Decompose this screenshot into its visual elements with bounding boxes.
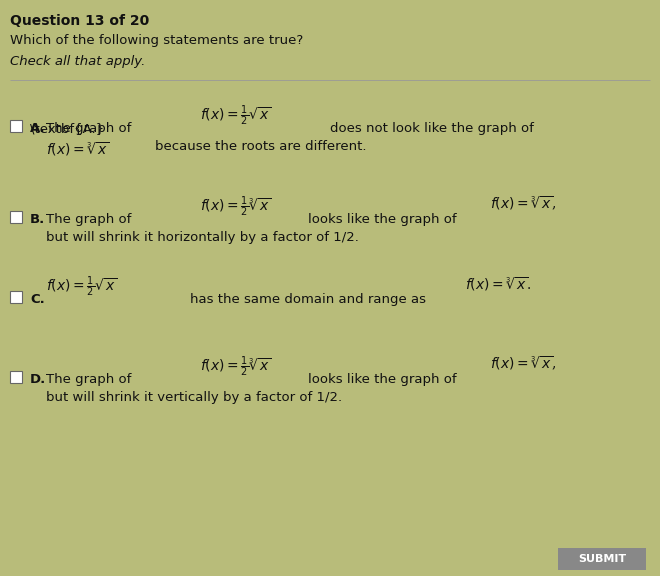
Text: The graph of: The graph of bbox=[46, 213, 131, 226]
FancyBboxPatch shape bbox=[558, 548, 646, 570]
FancyBboxPatch shape bbox=[10, 120, 22, 132]
FancyBboxPatch shape bbox=[10, 211, 22, 223]
Text: $f(x)=\sqrt[3]{x}$.: $f(x)=\sqrt[3]{x}$. bbox=[465, 275, 531, 293]
Text: D.: D. bbox=[30, 373, 46, 386]
Text: C.: C. bbox=[30, 293, 45, 306]
Text: because the roots are different.: because the roots are different. bbox=[155, 140, 366, 153]
Text: B.: B. bbox=[30, 213, 46, 226]
Text: SUBMIT: SUBMIT bbox=[578, 554, 626, 564]
Text: The graph of: The graph of bbox=[46, 373, 131, 386]
Text: Check all that apply.: Check all that apply. bbox=[10, 55, 145, 68]
Text: $f(x)=\frac{1}{2}\sqrt[3]{x}$: $f(x)=\frac{1}{2}\sqrt[3]{x}$ bbox=[200, 195, 271, 219]
Text: A.: A. bbox=[30, 122, 46, 135]
FancyBboxPatch shape bbox=[10, 371, 22, 383]
Text: The graph of: The graph of bbox=[46, 122, 131, 135]
Text: $f(x)=\frac{1}{2}\sqrt{x}$: $f(x)=\frac{1}{2}\sqrt{x}$ bbox=[200, 104, 271, 128]
FancyBboxPatch shape bbox=[10, 291, 22, 303]
Text: \textbf{A.}: \textbf{A.} bbox=[30, 122, 104, 135]
Text: looks like the graph of: looks like the graph of bbox=[308, 373, 457, 386]
Text: $f(x)=\sqrt[3]{x}$: $f(x)=\sqrt[3]{x}$ bbox=[46, 140, 110, 158]
Text: $f(x)=\sqrt[3]{x}$,: $f(x)=\sqrt[3]{x}$, bbox=[490, 355, 556, 373]
Text: $f(x)=\frac{1}{2}\sqrt{x}$: $f(x)=\frac{1}{2}\sqrt{x}$ bbox=[46, 275, 117, 300]
Text: $f(x)=\frac{1}{2}\sqrt[3]{x}$: $f(x)=\frac{1}{2}\sqrt[3]{x}$ bbox=[200, 355, 271, 380]
Text: looks like the graph of: looks like the graph of bbox=[308, 213, 457, 226]
Text: does not look like the graph of: does not look like the graph of bbox=[330, 122, 534, 135]
Text: has the same domain and range as: has the same domain and range as bbox=[190, 293, 426, 306]
Text: $f(x)=\sqrt[3]{x}$,: $f(x)=\sqrt[3]{x}$, bbox=[490, 195, 556, 213]
Text: but will shrink it horizontally by a factor of 1/2.: but will shrink it horizontally by a fac… bbox=[46, 231, 359, 244]
Text: Which of the following statements are true?: Which of the following statements are tr… bbox=[10, 34, 303, 47]
Text: Question 13 of 20: Question 13 of 20 bbox=[10, 14, 149, 28]
Text: but will shrink it vertically by a factor of 1/2.: but will shrink it vertically by a facto… bbox=[46, 391, 342, 404]
